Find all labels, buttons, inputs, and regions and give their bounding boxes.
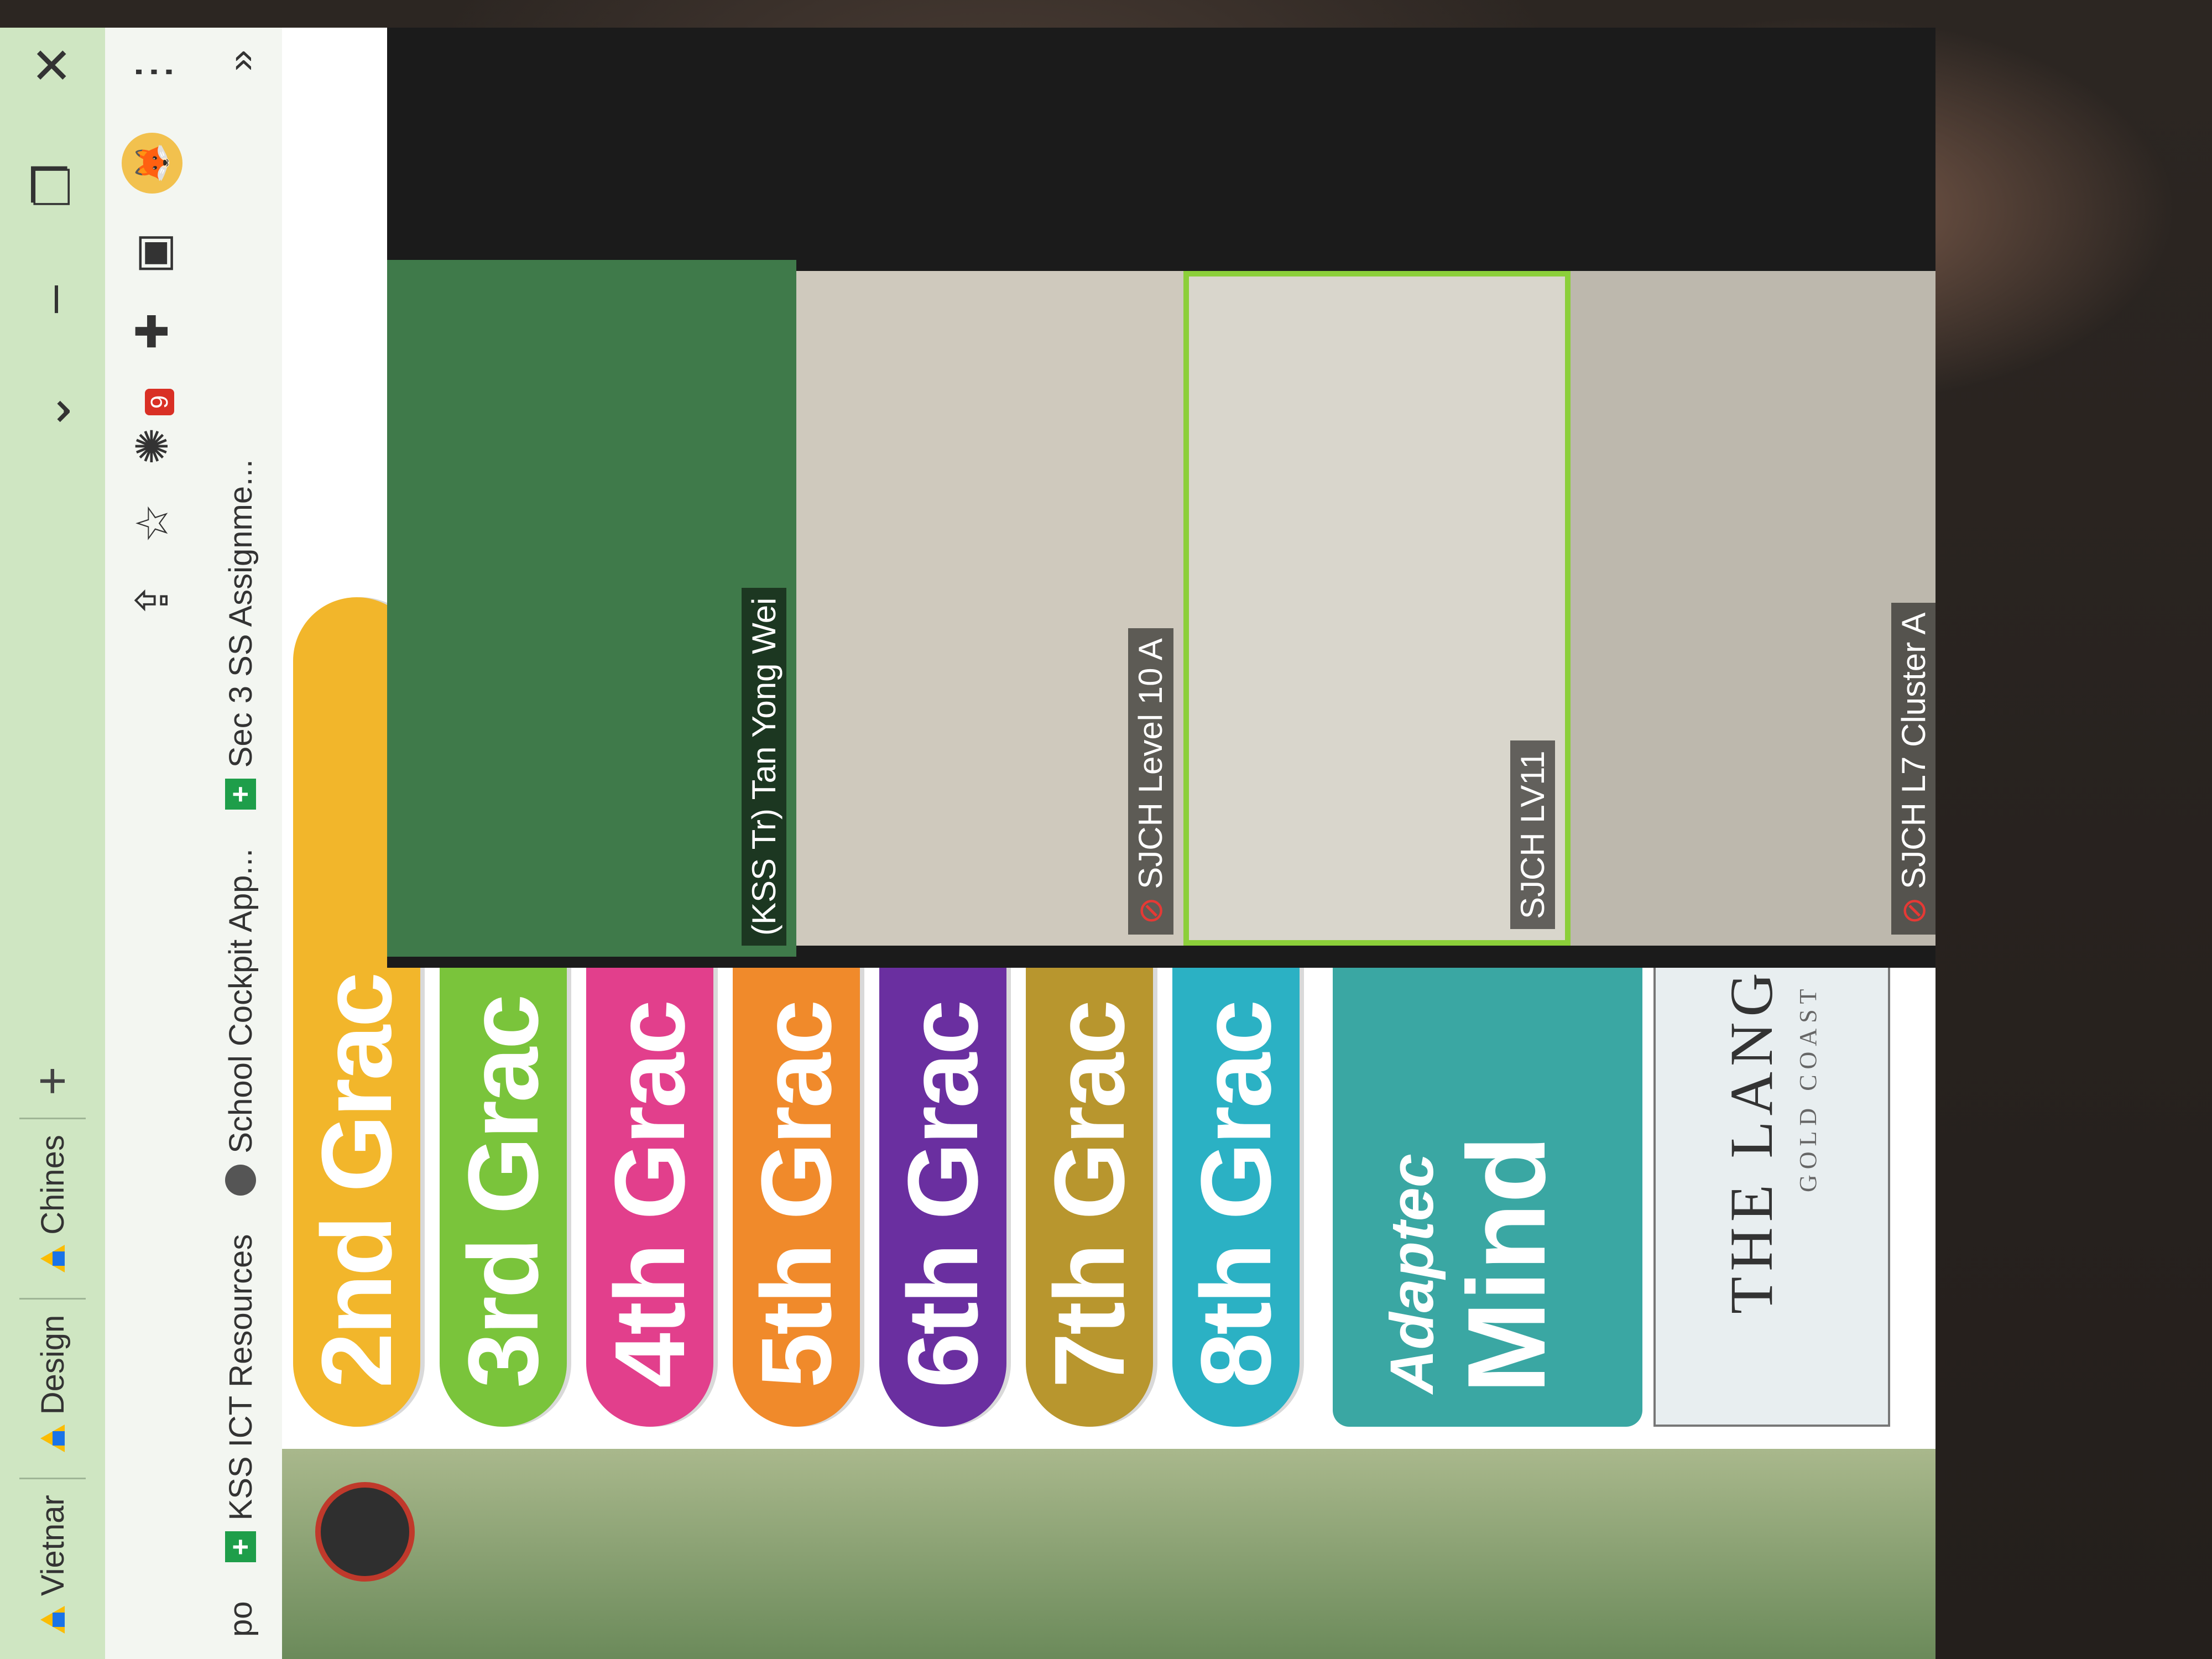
plus-icon: + <box>225 779 257 810</box>
bookmark-item[interactable]: + KSS ICT Resources <box>222 1234 259 1563</box>
participant-tile-active-speaker[interactable]: SJCH LV11 <box>1183 271 1571 946</box>
google-drive-icon <box>40 1245 65 1272</box>
tab-label: Vietnar <box>34 1495 71 1596</box>
participant-tile[interactable]: ⊘SJCH L7 Cluster A <box>1571 271 1936 946</box>
tab-label: Design <box>34 1314 71 1415</box>
grade-label: 7th Grac <box>1034 1001 1145 1388</box>
grade-label: 8th Grac <box>1180 1001 1292 1388</box>
minimize-button[interactable]: – <box>24 285 80 314</box>
extension-badge: 9 <box>144 388 174 416</box>
restore-button[interactable]: ❐ <box>25 163 81 208</box>
toolbar-icons: ⇪ ☆ ✺ 9 ✚ ▣ 🦊 ⋮ <box>105 50 199 619</box>
share-icon[interactable]: ⇪ <box>127 582 177 619</box>
plus-icon: + <box>225 1531 257 1563</box>
grade-label: 5th Grac <box>740 1001 852 1388</box>
bookmarks-overflow-button[interactable]: » <box>219 50 262 71</box>
laptop-screen: Vietnar Design Chines + ⌄ – ❐ ✕ ⇪ ☆ ✺ 9 … <box>0 28 1936 1659</box>
participant-name-label: ⊘SJCH L7 Cluster A <box>1891 602 1936 935</box>
participant-tile[interactable]: ⊘SJCH Level 10 A <box>796 271 1183 946</box>
menu-icon[interactable]: ⋮ <box>127 50 177 94</box>
bookmark-label: Sec 3 SS Assignme... <box>222 459 259 768</box>
tab-label: Chines <box>34 1135 71 1235</box>
bookmark-label: po <box>222 1601 259 1637</box>
close-button[interactable]: ✕ <box>25 44 81 86</box>
grade-label: 6th Grac <box>887 1001 999 1388</box>
browser-tab-strip: Vietnar Design Chines + ⌄ – ❐ ✕ <box>0 28 105 1659</box>
participant-tile[interactable]: (KSS Tr) Tan Yong Wei <box>387 260 796 957</box>
bookmarks-bar: po + KSS ICT Resources School Cockpit Ap… <box>199 28 282 1659</box>
tab-search-icon[interactable]: ⌄ <box>25 390 81 432</box>
tab-design[interactable]: Design <box>19 1297 86 1468</box>
participant-name-label: SJCH LV11 <box>1510 740 1555 929</box>
tab-vietnam[interactable]: Vietnar <box>19 1478 86 1649</box>
grade-label: 2nd Grac <box>301 974 413 1388</box>
prohibited-icon <box>315 1482 415 1582</box>
extension-icon[interactable]: ✺ 9 <box>127 388 178 465</box>
video-call-gallery: (KSS Tr) Tan Yong Wei ⊘SJCH Level 10 A S… <box>387 28 1936 968</box>
browser-toolbar: ⇪ ☆ ✺ 9 ✚ ▣ 🦊 ⋮ <box>105 28 199 1659</box>
avatar[interactable]: 🦊 <box>122 133 182 194</box>
bookmark-label: KSS ICT Resources <box>222 1234 259 1521</box>
bookmark-item[interactable]: School Cockpit App... <box>222 848 259 1196</box>
puzzle-icon[interactable]: ✚ <box>127 312 177 350</box>
side-panel-icon[interactable]: ▣ <box>127 232 177 274</box>
bookmark-item[interactable]: + Sec 3 SS Assignme... <box>222 460 259 810</box>
banner-title-line1: Adaptec <box>1378 1154 1446 1394</box>
page-side-image <box>282 1449 1936 1659</box>
mic-off-icon: ⊘ <box>1895 896 1932 925</box>
google-drive-icon <box>40 1606 65 1634</box>
globe-icon <box>225 1164 256 1196</box>
google-drive-icon <box>40 1425 65 1452</box>
mic-off-icon: ⊘ <box>1132 896 1169 925</box>
ad-subtitle: GOLD COAST <box>1794 983 1822 1192</box>
new-tab-button[interactable]: + <box>24 1066 80 1096</box>
participant-name-label: ⊘SJCH Level 10 A <box>1128 628 1173 935</box>
tab-chinese[interactable]: Chines <box>19 1118 86 1288</box>
bookmark-label: School Cockpit App... <box>222 848 259 1154</box>
bookmark-item[interactable]: po <box>222 1601 259 1637</box>
window-controls: ⌄ – ❐ ✕ <box>0 44 105 432</box>
banner-title-line2: Mind <box>1445 1135 1568 1394</box>
grade-label: 3rd Grac <box>447 996 559 1388</box>
grade-label: 4th Grac <box>594 1001 706 1388</box>
participant-name-label: (KSS Tr) Tan Yong Wei <box>742 587 786 946</box>
bookmark-star-icon[interactable]: ☆ <box>127 503 177 544</box>
